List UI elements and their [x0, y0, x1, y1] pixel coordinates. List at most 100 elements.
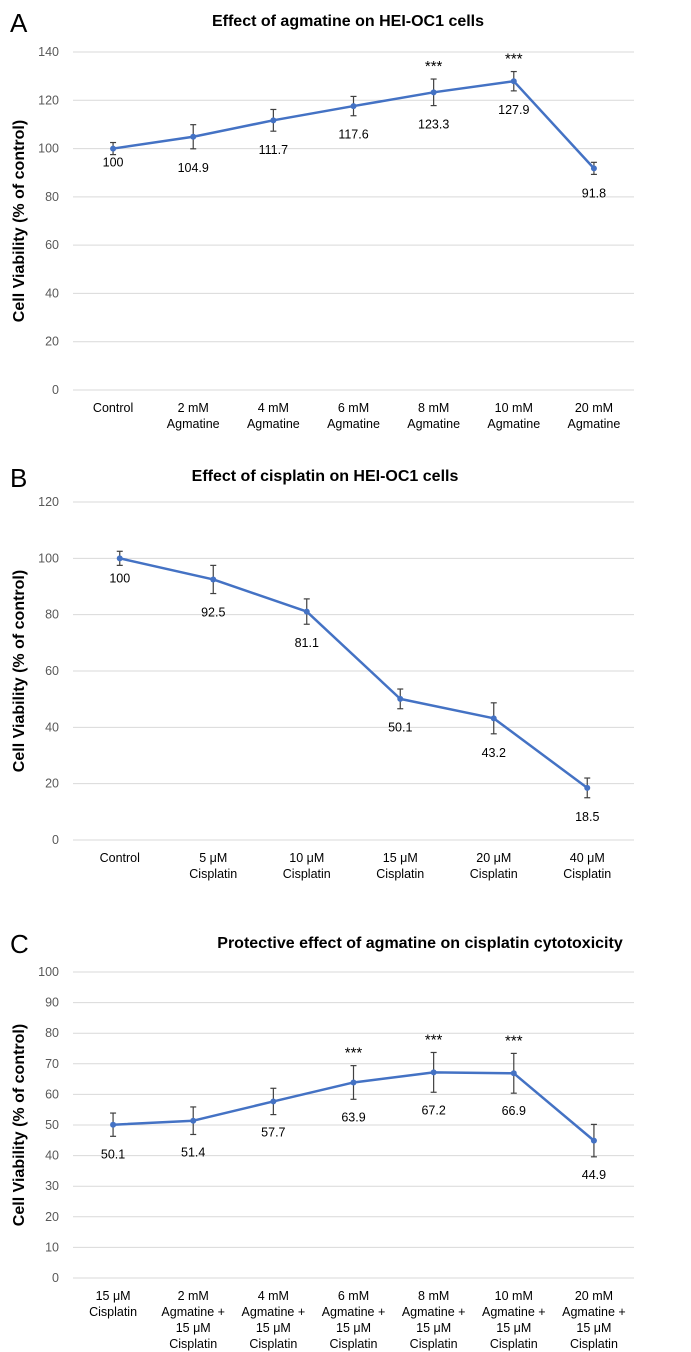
data-label: 91.8 [582, 186, 606, 200]
x-category-label: 2 mM Agmatine +15 μM Cisplatin [161, 1289, 225, 1351]
y-tick-label: 50 [45, 1118, 59, 1132]
y-tick-label: 0 [52, 1271, 59, 1285]
y-axis-label: Cell Viability (% of control) [11, 570, 28, 772]
chart-panel-a: A Effect of agmatine on HEI-OC1 cells 0 20 4… [10, 8, 634, 431]
x-category-label: Control [100, 851, 140, 865]
data-label: 67.2 [421, 1103, 445, 1117]
y-tick-label: 20 [45, 335, 59, 349]
x-category-label: 10 μM Cisplatin [283, 851, 331, 881]
data-point [210, 576, 217, 583]
x-category-label: 4 mM Agmatine +15 μM Cisplatin [242, 1289, 306, 1351]
y-tick-label: 0 [52, 833, 59, 847]
x-category-label: 40 μM Cisplatin [563, 851, 611, 881]
data-point [430, 1069, 437, 1076]
data-point [590, 1137, 597, 1144]
y-tick-label: 20 [45, 777, 59, 791]
data-point [350, 103, 357, 110]
x-category-label: 10 mM Agmatine +15 μM Cisplatin [482, 1289, 546, 1351]
data-point [190, 133, 197, 140]
significance-label: *** [345, 1045, 363, 1062]
y-tick-label: 120 [38, 495, 59, 509]
significance-label: *** [425, 1031, 443, 1048]
significance-label: *** [425, 58, 443, 75]
y-tick-label: 80 [45, 1026, 59, 1040]
data-point [110, 145, 117, 152]
panel-letter: C [10, 929, 29, 959]
x-category-label: 5 μM Cisplatin [189, 851, 237, 881]
data-label: 57.7 [261, 1126, 285, 1140]
data-label: 100 [103, 156, 124, 170]
data-label: 66.9 [502, 1104, 526, 1118]
data-point [116, 555, 123, 562]
data-point [110, 1121, 117, 1128]
data-label: 117.6 [338, 128, 368, 142]
data-label: 111.7 [259, 143, 288, 157]
series-line [112, 79, 595, 170]
data-label: 63.9 [341, 1110, 365, 1124]
y-tick-label: 100 [38, 965, 59, 979]
data-point [584, 784, 591, 791]
x-category-label: 10 mM Agmatine [487, 401, 540, 431]
data-label: 92.5 [201, 606, 225, 620]
panel-letter: B [10, 463, 27, 493]
y-tick-label: 120 [38, 93, 59, 107]
data-point [350, 1079, 357, 1086]
y-tick-label: 0 [52, 383, 59, 397]
y-tick-label: 40 [45, 720, 59, 734]
data-label: 50.1 [388, 721, 412, 735]
x-category-label: 8 mM Agmatine +15 μM Cisplatin [402, 1289, 466, 1351]
data-point [270, 1098, 277, 1105]
data-point [430, 89, 437, 96]
y-tick-label: 80 [45, 608, 59, 622]
y-tick-label: 80 [45, 190, 59, 204]
data-point [510, 78, 517, 85]
y-tick-label: 60 [45, 1087, 59, 1101]
series-line [119, 557, 588, 789]
significance-label: *** [505, 1032, 523, 1049]
data-point [510, 1070, 517, 1077]
significance-label: *** [505, 51, 523, 68]
data-label: 44.9 [582, 1168, 606, 1182]
data-label: 81.1 [295, 636, 319, 650]
y-tick-label: 60 [45, 238, 59, 252]
y-tick-label: 30 [45, 1179, 59, 1193]
x-category-label: 6 mM Agmatine [327, 401, 380, 431]
y-tick-label: 40 [45, 1149, 59, 1163]
chart-panel-b: B Effect of cisplatin on HEI-OC1 cells 0 20… [10, 463, 634, 881]
data-point [190, 1117, 197, 1124]
y-axis-label: Cell Viability (% of control) [11, 120, 28, 322]
x-category-label: 20 mM Agmatine +15 μM Cisplatin [562, 1289, 626, 1351]
panel-letter: A [10, 8, 28, 38]
data-point [303, 608, 310, 615]
chart-title: Protective effect of agmatine on cisplat… [217, 935, 623, 952]
x-category-label: Control [93, 401, 133, 415]
x-category-label: 6 mM Agmatine +15 μM Cisplatin [322, 1289, 386, 1351]
y-tick-label: 100 [38, 142, 59, 156]
y-tick-label: 100 [38, 551, 59, 565]
y-tick-label: 40 [45, 286, 59, 300]
data-point [590, 165, 597, 172]
x-category-label: 4 mM Agmatine [247, 401, 300, 431]
x-category-label: 20 mM Agmatine [568, 401, 621, 431]
x-category-label: 15 μM Cisplatin [89, 1289, 137, 1319]
y-tick-label: 70 [45, 1057, 59, 1071]
data-label: 50.1 [101, 1147, 125, 1161]
data-label: 104.9 [178, 161, 209, 175]
data-label: 18.5 [575, 810, 599, 824]
x-category-label: 20 μM Cisplatin [470, 851, 518, 881]
data-point [490, 715, 497, 722]
y-tick-label: 20 [45, 1210, 59, 1224]
y-tick-label: 140 [38, 45, 59, 59]
data-label: 51.4 [181, 1145, 205, 1159]
x-category-label: 8 mM Agmatine [407, 401, 460, 431]
data-label: 43.2 [482, 746, 506, 760]
data-label: 100 [109, 571, 130, 585]
chart-title: Effect of cisplatin on HEI-OC1 cells [192, 468, 459, 485]
data-point [397, 695, 404, 702]
data-point [270, 117, 277, 124]
chart-panel-c: C Protective effect of agmatine on cispla… [10, 929, 634, 1351]
y-tick-label: 90 [45, 996, 59, 1010]
chart-title: Effect of agmatine on HEI-OC1 cells [212, 13, 484, 30]
